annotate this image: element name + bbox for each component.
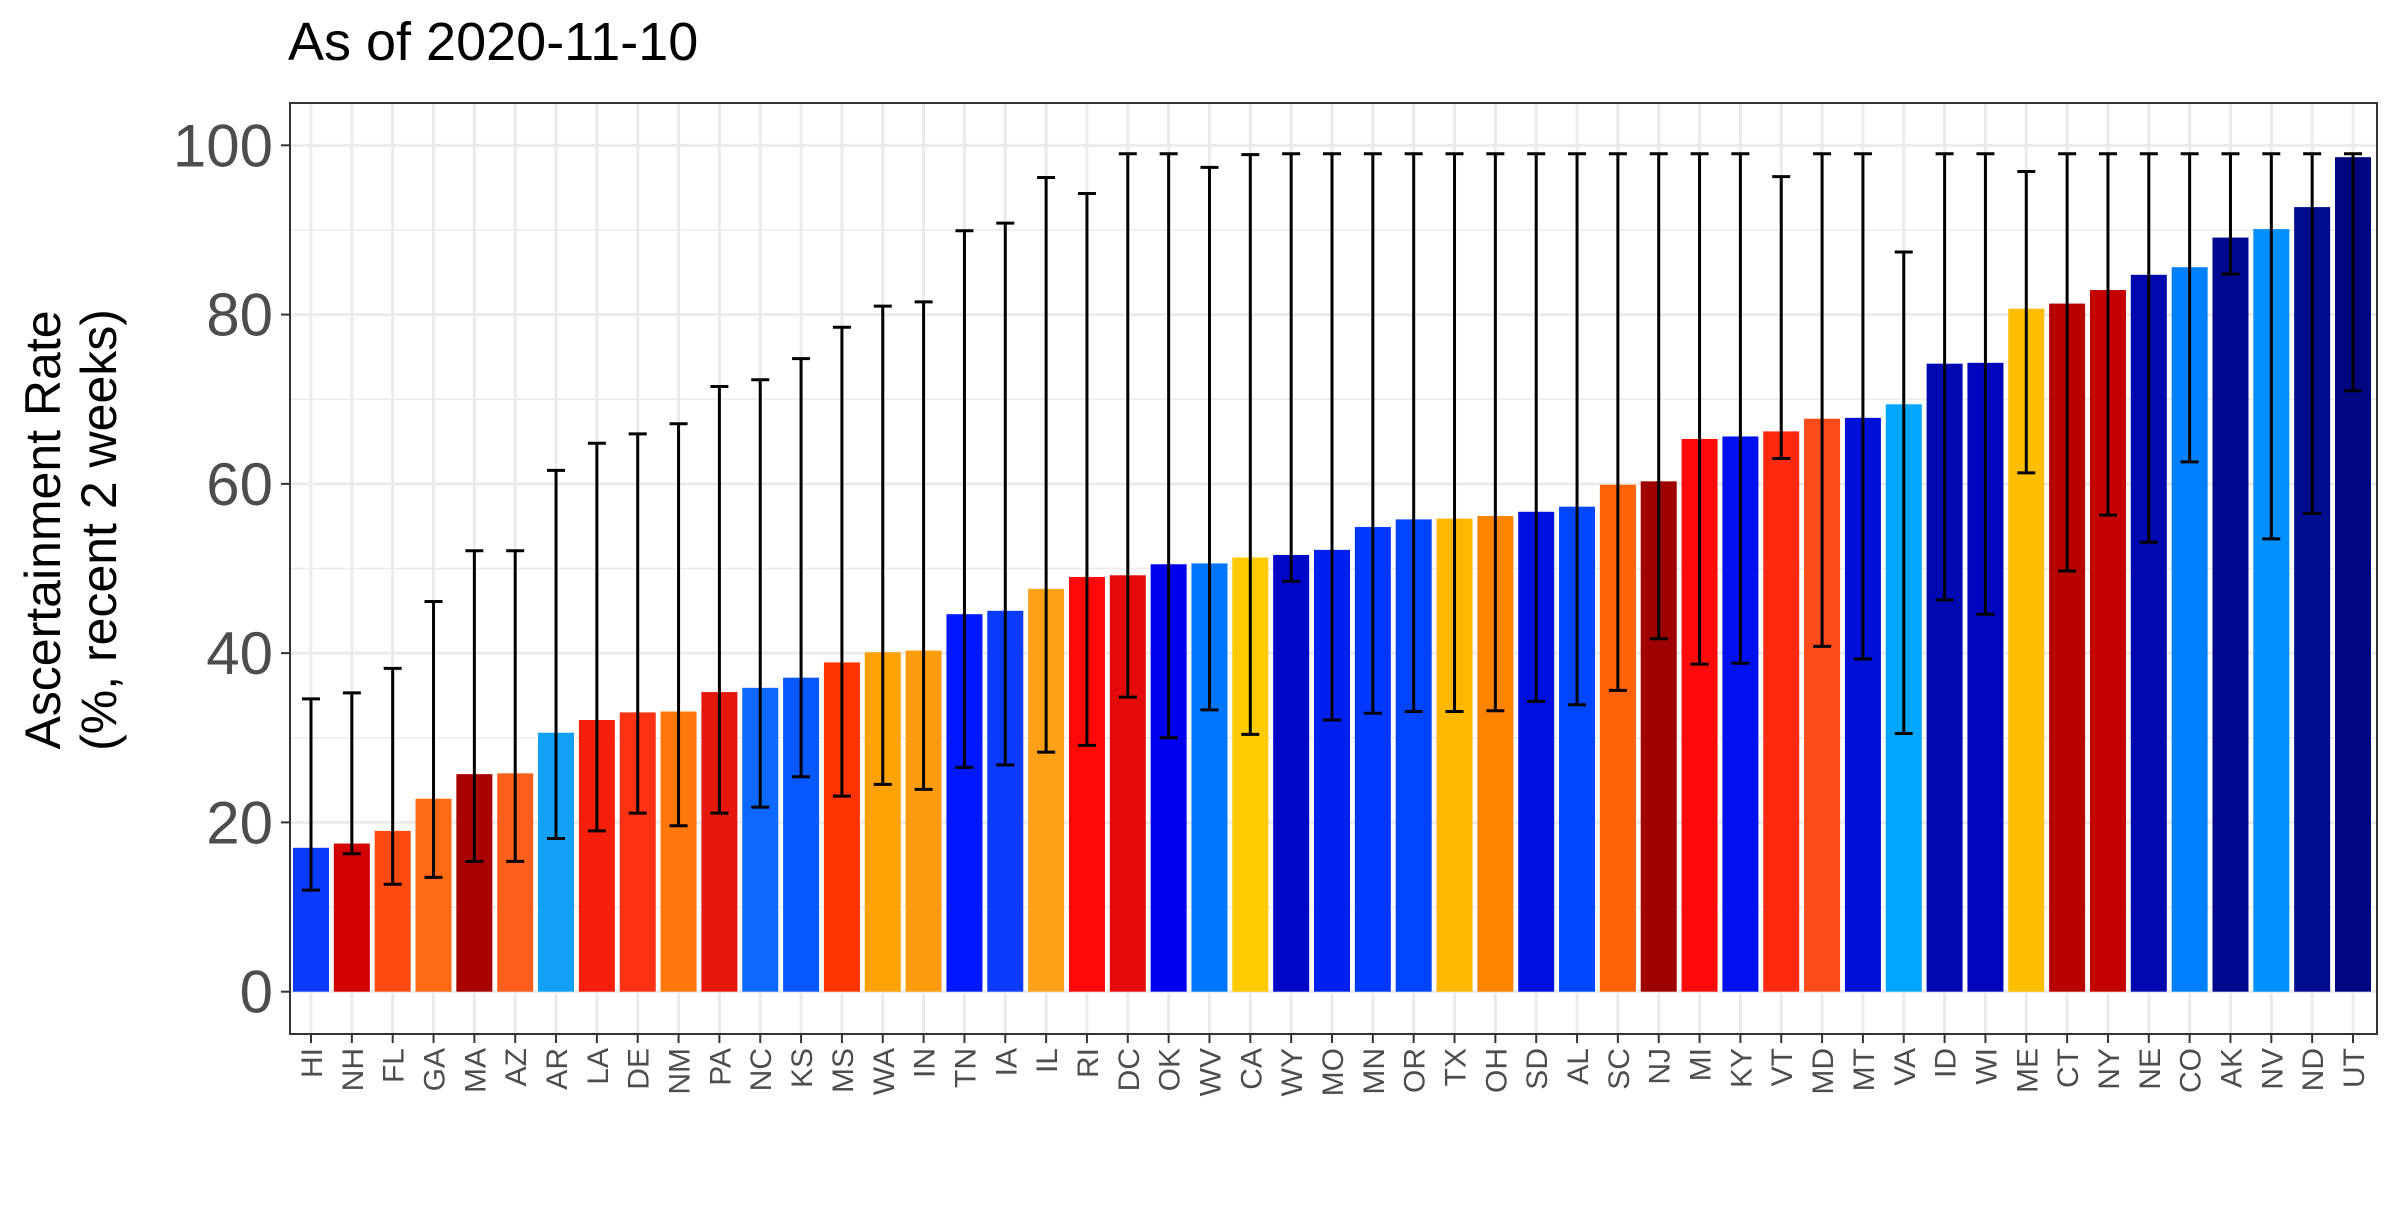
x-tick-label: TN [949, 1048, 982, 1088]
x-tick-label: VA [1889, 1048, 1922, 1086]
y-tick-label: 20 [206, 789, 273, 856]
x-tick-label: CT [2052, 1048, 2085, 1088]
x-tick-label: OR [1399, 1048, 1432, 1093]
x-tick-label: ND [2297, 1048, 2330, 1091]
x-tick-label: CA [1235, 1048, 1268, 1090]
x-tick-label: OK [1154, 1048, 1187, 1091]
x-tick-label: OH [1480, 1048, 1513, 1093]
x-tick-label: SD [1521, 1048, 1554, 1090]
x-tick-label: FL [378, 1048, 411, 1083]
x-tick-label: PA [704, 1048, 737, 1086]
bar-VT [1763, 431, 1800, 992]
bar-NH [333, 843, 370, 992]
y-axis-label-line1: Ascertainment Rate [15, 310, 71, 749]
x-tick-label: NE [2134, 1048, 2167, 1090]
x-axis-ticks: HI NH FL GA MA AZ AR LA DE NM PA NC KS MS WA IN TN IA IL RI… [296, 1034, 2371, 1096]
x-tick-label: NJ [1644, 1048, 1677, 1085]
y-axis-label: Ascertainment Rate (%, recent 2 weeks) [15, 309, 127, 751]
bar-WY [1273, 554, 1310, 992]
x-tick-label: MD [1807, 1048, 1840, 1095]
x-tick-label: KY [1725, 1048, 1758, 1088]
x-tick-label: NC [745, 1048, 778, 1091]
x-tick-label: DE [623, 1048, 656, 1090]
x-tick-label: VT [1766, 1048, 1799, 1086]
y-tick-label: 100 [173, 112, 273, 179]
x-tick-label: KS [786, 1048, 819, 1088]
x-tick-label: MO [1317, 1048, 1350, 1096]
x-tick-label: IL [1031, 1048, 1064, 1073]
x-tick-label: ME [2011, 1048, 2044, 1093]
chart-title: As of 2020-11-10 [288, 12, 698, 72]
x-tick-label: MN [1358, 1048, 1391, 1095]
x-tick-label: WI [1970, 1048, 2003, 1085]
x-tick-label: NM [664, 1048, 697, 1095]
x-tick-label: AL [1562, 1048, 1595, 1085]
bar-AK [2212, 237, 2249, 992]
x-tick-label: NH [337, 1048, 370, 1091]
x-tick-label: CO [2175, 1048, 2208, 1093]
y-tick-label: 40 [206, 620, 273, 687]
x-tick-label: NV [2256, 1048, 2289, 1090]
y-axis-label-line2: (%, recent 2 weeks) [71, 309, 127, 751]
x-tick-label: AZ [500, 1048, 533, 1086]
x-tick-label: MA [459, 1048, 492, 1093]
x-tick-label: GA [419, 1048, 452, 1091]
x-tick-label: MI [1685, 1048, 1718, 1081]
x-tick-label: WY [1276, 1048, 1309, 1096]
x-tick-label: IN [909, 1048, 942, 1078]
x-tick-label: SC [1603, 1048, 1636, 1090]
x-tick-label: UT [2338, 1048, 2371, 1088]
x-tick-label: WV [1194, 1048, 1227, 1096]
x-tick-label: RI [1072, 1048, 1105, 1078]
y-tick-label: 0 [240, 959, 273, 1026]
x-tick-label: AR [541, 1048, 574, 1090]
x-tick-label: TX [1440, 1048, 1473, 1086]
x-tick-label: HI [296, 1048, 329, 1078]
x-tick-label: WA [868, 1048, 901, 1095]
x-tick-label: IA [990, 1048, 1023, 1076]
x-tick-label: AK [2215, 1048, 2248, 1088]
error-bars [302, 152, 2362, 892]
x-tick-label: MS [827, 1048, 860, 1093]
x-tick-label: NY [2093, 1048, 2126, 1090]
x-tick-label: LA [582, 1048, 615, 1085]
x-tick-label: DC [1113, 1048, 1146, 1091]
y-axis-ticks: 0 20 40 60 80 100 [173, 112, 290, 1026]
x-tick-label: ID [1930, 1048, 1963, 1078]
plot-panel-border [289, 102, 2378, 1035]
x-tick-label: MT [1848, 1048, 1881, 1091]
y-tick-label: 80 [206, 282, 273, 349]
y-tick-label: 60 [206, 451, 273, 518]
